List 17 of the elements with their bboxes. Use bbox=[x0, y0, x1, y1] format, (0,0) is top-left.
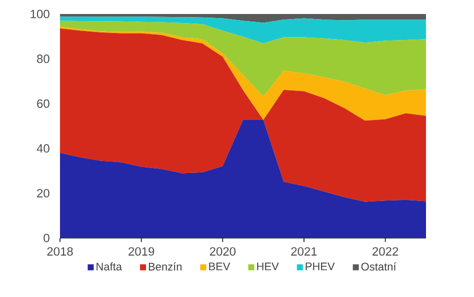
x-tick-label: 2021 bbox=[291, 247, 317, 256]
x-tick-label: 2018 bbox=[47, 247, 73, 256]
legend-label: HEV bbox=[257, 262, 279, 270]
legend-label: Benzín bbox=[148, 262, 182, 271]
x-tick-label: 2022 bbox=[372, 247, 398, 256]
y-tick-label: 60 bbox=[37, 99, 50, 108]
y-tick-label: 20 bbox=[37, 188, 50, 198]
legend-label: Nafta bbox=[96, 262, 122, 270]
x-tick-label: 2020 bbox=[210, 247, 236, 256]
y-tick-label: 40 bbox=[36, 144, 50, 153]
legend-label: PHEV bbox=[306, 262, 335, 270]
y-tick-label: 80 bbox=[37, 54, 50, 64]
y-tick-label: 0 bbox=[44, 234, 50, 242]
x-tick-label: 2019 bbox=[128, 247, 154, 256]
legend-label: BEV bbox=[209, 262, 230, 270]
legend-label: Ostatní bbox=[361, 262, 396, 271]
y-tick-label: 100 bbox=[30, 10, 50, 18]
